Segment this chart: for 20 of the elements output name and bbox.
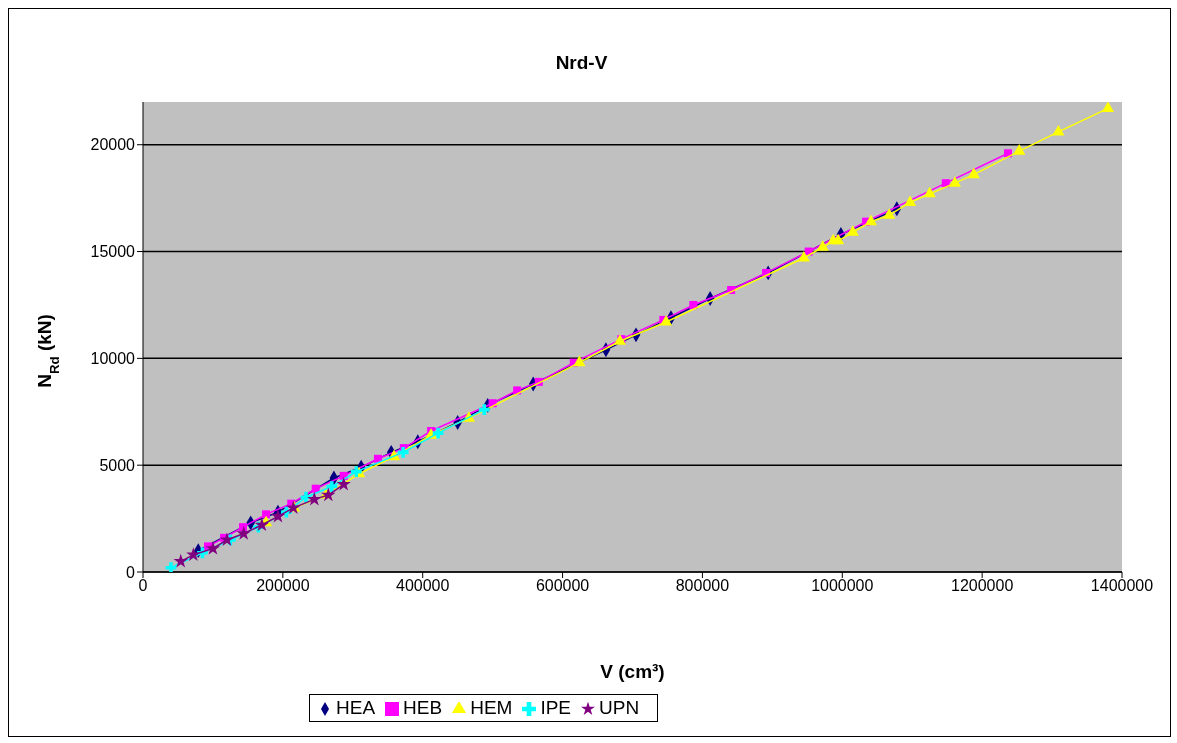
legend-label: HEA — [336, 697, 376, 718]
x-tick-label: 400000 — [396, 577, 450, 595]
legend-label: HEB — [403, 697, 443, 718]
y-tick-label: 15000 — [90, 243, 136, 261]
x-axis-title: V (cm³) — [600, 661, 665, 682]
x-tick-label: 1400000 — [1090, 577, 1154, 595]
y-tick-label: 10000 — [90, 350, 136, 368]
legend-label: HEM — [470, 697, 513, 718]
x-tick-label: 800000 — [675, 577, 730, 595]
x-tick-label: 1200000 — [950, 577, 1014, 595]
y-tick-label: 5000 — [99, 456, 136, 474]
legend-label: IPE — [540, 697, 572, 718]
x-tick-label: 600000 — [535, 577, 590, 595]
x-tick-label: 200000 — [256, 577, 310, 595]
chart-title: Nrd-V — [555, 52, 608, 73]
x-tick-label: 0 — [138, 577, 148, 595]
x-tick-label: 1000000 — [811, 577, 874, 595]
y-tick-label: 0 — [126, 563, 136, 581]
y-tick-label: 20000 — [90, 136, 136, 154]
legend-label: UPN — [599, 697, 640, 718]
